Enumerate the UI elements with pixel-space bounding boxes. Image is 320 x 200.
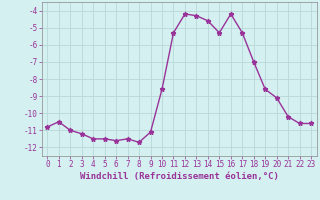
- X-axis label: Windchill (Refroidissement éolien,°C): Windchill (Refroidissement éolien,°C): [80, 172, 279, 181]
